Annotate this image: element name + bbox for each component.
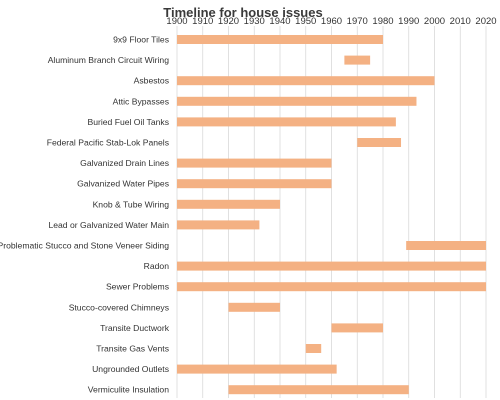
timeline-bar <box>177 35 383 44</box>
category-label: Asbestos <box>134 76 169 86</box>
timeline-bar <box>177 261 486 271</box>
category-label: Knob & Tube Wiring <box>93 199 170 209</box>
category-labels: 9x9 Floor Tiles Aluminum Branch Circuit W… <box>0 35 170 395</box>
x-tick-label: 2010 <box>450 16 471 27</box>
category-label: Galvanized Drain Lines <box>80 158 169 168</box>
x-tick-label: 1940 <box>269 16 290 27</box>
x-axis-ticks: 1900 1910 1920 1930 1940 1950 1960 1970 1980 1990… <box>166 16 496 27</box>
x-tick-label: 1990 <box>398 16 419 27</box>
x-tick-label: 1910 <box>192 16 213 27</box>
timeline-bar <box>177 179 332 189</box>
x-tick-label: 1960 <box>321 16 342 27</box>
category-label: Ungrounded Outlets <box>92 364 169 374</box>
timeline-bar <box>177 76 435 86</box>
category-label: Federal Pacific Stab-Lok Panels <box>47 138 169 148</box>
category-label: 9x9 Floor Tiles <box>113 35 169 45</box>
timeline-bar <box>177 364 337 374</box>
category-label: Problematic Stucco and Stone Veneer Sidi… <box>0 241 169 251</box>
category-label: Attic Bypasses <box>113 96 169 106</box>
category-label: Transite Ductwork <box>100 323 170 333</box>
timeline-bar <box>344 55 371 65</box>
timeline-bar <box>177 117 396 127</box>
timeline-bar <box>177 220 260 230</box>
timeline-bar <box>177 96 417 106</box>
gridlines <box>176 26 487 398</box>
category-label: Radon <box>144 261 170 271</box>
timeline-bar <box>228 385 409 395</box>
x-tick-label: 1920 <box>218 16 239 27</box>
timeline-bar <box>331 323 383 333</box>
category-label: Aluminum Branch Circuit Wiring <box>48 55 170 65</box>
timeline-bar <box>305 344 322 353</box>
bars <box>177 35 486 395</box>
chart-title: Timeline for house issues <box>163 5 322 20</box>
x-tick-label: 1980 <box>372 16 393 27</box>
category-label: Stucco-covered Chimneys <box>69 302 169 312</box>
timeline-bar <box>228 302 280 312</box>
category-label: Galvanized Water Pipes <box>77 179 169 189</box>
x-tick-label: 2020 <box>475 16 496 27</box>
x-tick-label: 1930 <box>244 16 265 27</box>
x-tick-label: 1900 <box>166 16 187 27</box>
x-tick-label: 1970 <box>347 16 368 27</box>
timeline-bar <box>177 282 486 292</box>
x-tick-label: 1950 <box>295 16 316 27</box>
category-label: Vermiculite Insulation <box>88 385 169 395</box>
timeline-bar <box>406 241 486 250</box>
category-label: Sewer Problems <box>106 282 169 292</box>
timeline-bar <box>177 199 280 209</box>
timeline-bar <box>357 138 402 147</box>
x-tick-label: 2000 <box>424 16 445 27</box>
category-label: Buried Fuel Oil Tanks <box>87 117 169 127</box>
category-label: Transite Gas Vents <box>96 344 169 354</box>
category-label: Lead or Galvanized Water Main <box>48 220 169 230</box>
timeline-bar <box>177 158 332 168</box>
